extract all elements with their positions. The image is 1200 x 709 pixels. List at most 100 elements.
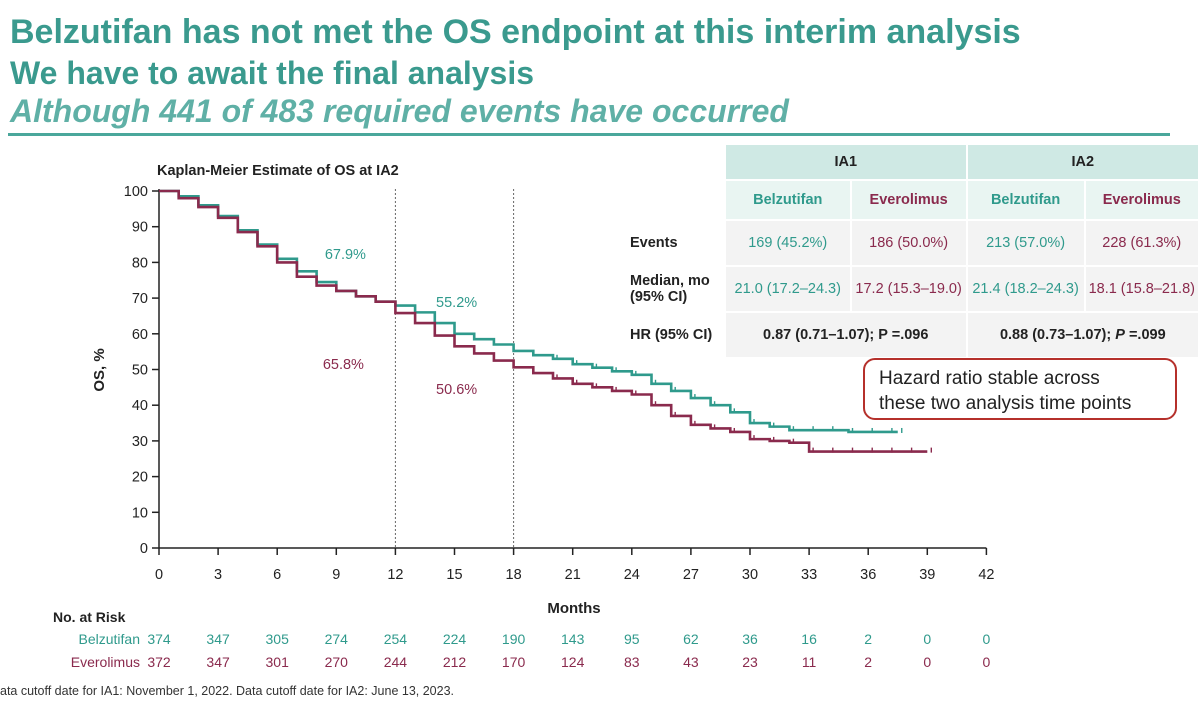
median-label: Median, mo (95% CI) [626,265,726,313]
x-tick-label: 3 [214,567,222,583]
median-label-line2: (95% CI) [630,289,688,305]
at-risk-value: 190 [502,631,526,647]
at-risk-value: 0 [923,631,931,647]
survival-rate-annotation: 67.9% [325,247,366,263]
x-tick-label: 36 [860,567,876,583]
at-risk-value: 301 [266,654,290,670]
hr-ia1: 0.87 (0.71–1.07); P =.096 [723,311,968,359]
hr-ia2-p-symbol: P [1115,327,1125,343]
at-risk-value: 2 [864,631,872,647]
at-risk-value: 23 [742,654,758,670]
y-tick-label: 90 [132,220,148,236]
callout-line-1: Hazard ratio stable across [879,368,1100,389]
callout-line-2: these two analysis time points [879,393,1132,414]
table-corner-2 [626,179,726,221]
x-tick-label: 30 [742,567,758,583]
x-tick-label: 15 [446,567,462,583]
at-risk-value: 0 [923,654,931,670]
at-risk-title: No. at Risk [53,609,126,625]
header-ia1: IA1 [723,143,968,181]
hr-ia2-value: 0.88 (0.73–1.07); [999,327,1116,343]
y-tick-label: 0 [140,541,148,557]
x-tick-label: 6 [273,567,281,583]
at-risk-value: 244 [384,654,408,670]
events-ia1-everolimus: 186 (50.0%) [849,219,968,267]
headline-line-3: Although 441 of 483 required events have… [10,93,789,129]
everolimus-survival-curve [159,189,928,453]
at-risk-value: 143 [561,631,585,647]
at-risk-row-label: Everolimus [71,654,140,670]
hr-ia2: 0.88 (0.73–1.07); P =.099 [965,311,1200,359]
y-tick-label: 60 [132,327,148,343]
at-risk-value: 83 [624,654,640,670]
at-risk-value: 254 [384,631,408,647]
hr-ia2-pvalue: =.099 [1124,327,1166,343]
ia2-belzutifan-header: Belzutifan [965,179,1086,221]
at-risk-value: 62 [683,631,699,647]
at-risk-value: 170 [502,654,526,670]
at-risk-value: 305 [266,631,290,647]
hr-label: HR (95% CI) [626,311,726,359]
y-tick-label: 50 [132,363,148,379]
y-tick-label: 10 [132,505,148,521]
events-ia2-everolimus: 228 (61.3%) [1083,219,1200,267]
at-risk-value: 372 [147,654,171,670]
ia2-everolimus-header: Everolimus [1083,179,1200,221]
y-tick-label: 40 [132,398,148,414]
header-ia2: IA2 [965,143,1200,181]
x-tick-label: 12 [387,567,403,583]
at-risk-value: 274 [325,631,349,647]
y-tick-label: 30 [132,434,148,450]
y-tick-label: 80 [132,255,148,271]
median-ia2-belzutifan: 21.4 (18.2–24.3) [965,265,1086,313]
x-tick-label: 9 [332,567,340,583]
x-tick-label: 0 [155,567,163,583]
at-risk-value: 224 [443,631,467,647]
x-tick-label: 33 [801,567,817,583]
events-label: Events [626,219,726,267]
at-risk-value: 0 [983,631,991,647]
results-table: IA1 IA2 Belzutifan Everolimus Belzutifan… [626,143,1200,359]
headline-line-1: Belzutifan has not met the OS endpoint a… [10,13,1021,51]
x-tick-label: 21 [565,567,581,583]
survival-rate-annotation: 55.2% [436,295,477,311]
table-corner [626,143,726,181]
y-axis-label: OS, % [91,348,108,391]
data-cutoff-footnote: ata cutoff date for IA1: November 1, 202… [0,684,454,698]
at-risk-value: 270 [325,654,349,670]
at-risk-value: 374 [147,631,171,647]
hazard-ratio-callout: Hazard ratio stable across these two ana… [863,358,1177,420]
at-risk-value: 11 [802,654,817,670]
chart-title: Kaplan-Meier Estimate of OS at IA2 [157,163,399,179]
title-divider [8,133,1170,136]
x-tick-label: 42 [978,567,994,583]
ia1-everolimus-header: Everolimus [849,179,968,221]
survival-rate-annotation: 65.8% [323,357,364,373]
ia1-belzutifan-header: Belzutifan [723,179,852,221]
events-ia1-belzutifan: 169 (45.2%) [723,219,852,267]
events-ia2-belzutifan: 213 (57.0%) [965,219,1086,267]
median-ia2-everolimus: 18.1 (15.8–21.8) [1083,265,1200,313]
survival-rate-annotation: 50.6% [436,382,477,398]
at-risk-value: 0 [983,654,991,670]
median-ia1-everolimus: 17.2 (15.3–19.0) [849,265,968,313]
x-axis-label: Months [547,600,600,617]
at-risk-value: 347 [206,654,230,670]
at-risk-value: 124 [561,654,585,670]
at-risk-value: 16 [801,631,817,647]
at-risk-value: 43 [683,654,699,670]
at-risk-value: 347 [206,631,230,647]
x-tick-label: 18 [506,567,522,583]
y-tick-label: 20 [132,470,148,486]
x-tick-label: 39 [919,567,935,583]
at-risk-row-label: Belzutifan [79,631,140,647]
x-tick-label: 24 [624,567,640,583]
y-tick-label: 70 [132,291,148,307]
median-label-line1: Median, mo [630,273,710,289]
y-tick-label: 100 [124,184,148,200]
x-tick-label: 27 [683,567,699,583]
at-risk-value: 212 [443,654,467,670]
median-ia1-belzutifan: 21.0 (17.2–24.3) [723,265,852,313]
headline-line-2: We have to await the final analysis [10,55,535,91]
